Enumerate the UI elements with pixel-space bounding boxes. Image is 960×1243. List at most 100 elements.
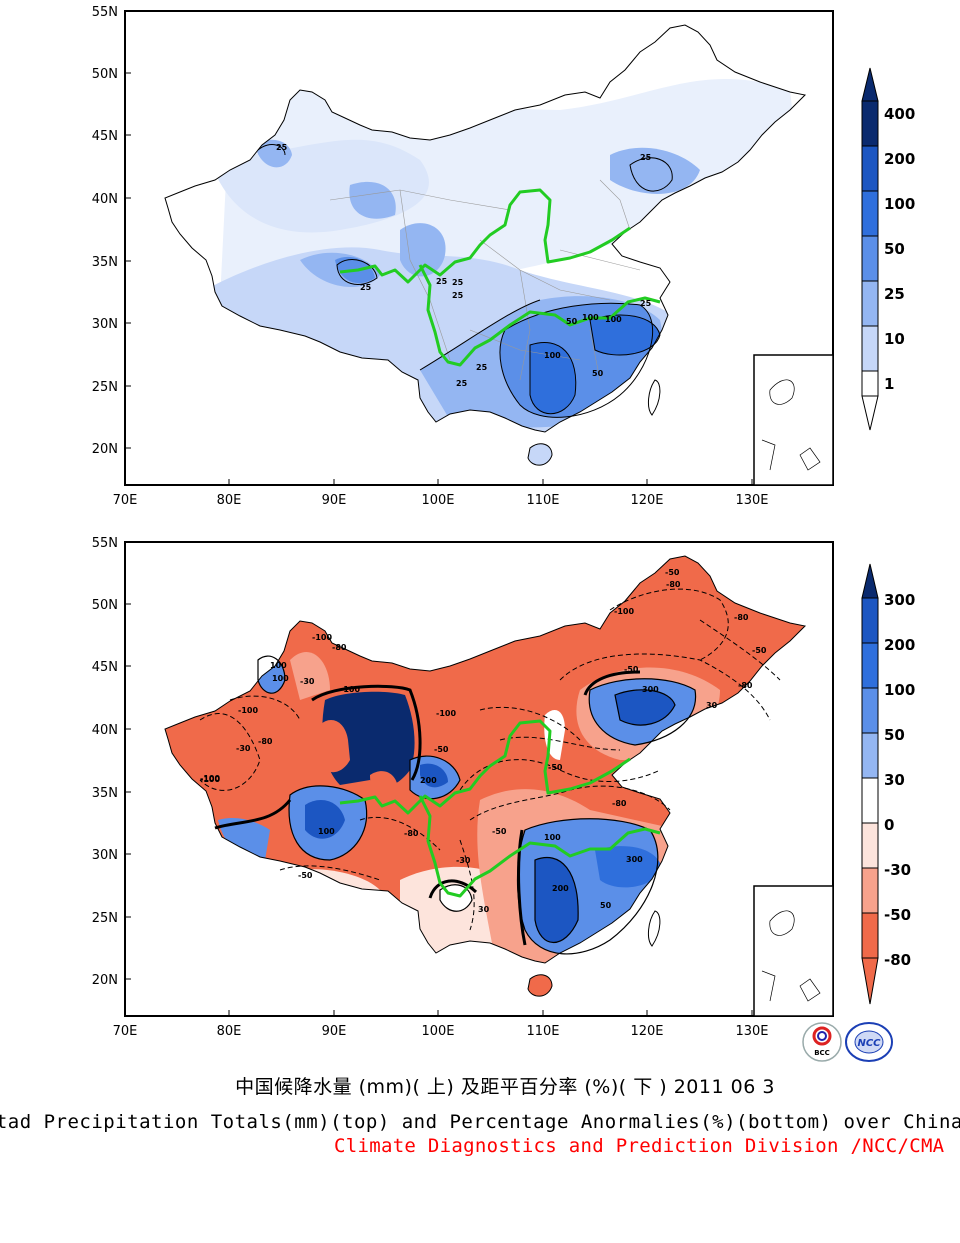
contour-label: 300: [642, 685, 659, 694]
top-colorbar-top-cap: [861, 67, 879, 102]
caption-division: Climate Diagnostics and Prediction Divis…: [334, 1135, 945, 1157]
contour-label: 25: [456, 379, 468, 388]
top-lat-labels: 55N 50N 45N 40N 35N 30N 25N 20N: [92, 5, 118, 457]
top-axis-ticks: [124, 10, 753, 485]
lon-label: 110E: [526, 1024, 559, 1039]
contour-label: 25: [452, 291, 464, 300]
lat-label: 40N: [92, 192, 118, 207]
top-colorbar-swatch: [861, 280, 879, 327]
lat-label: 40N: [92, 723, 118, 738]
colorbar-label: 25: [884, 285, 905, 303]
bottom-axis-ticks: [124, 541, 753, 1016]
contour-label: 100: [605, 315, 622, 324]
top-colorbar-labels: 400 200 100 50 25 10 1: [884, 105, 915, 393]
colorbar-label: 50: [884, 240, 905, 258]
contour-label: 30: [706, 701, 718, 710]
contour-label: -80: [666, 580, 681, 589]
lat-label: 55N: [92, 536, 118, 551]
top-colorbar-bottom-cap: [861, 395, 879, 431]
bottom-hainan-island: [527, 974, 553, 997]
contour-label: 25: [476, 363, 488, 372]
colorbar-label: 200: [884, 150, 915, 168]
top-inset-coast: [761, 379, 821, 471]
contour-label: 100: [544, 351, 561, 360]
top-colorbar: [861, 67, 879, 431]
lat-label: 30N: [92, 317, 118, 332]
bottom-colorbar-swatch: [861, 642, 879, 689]
contour-label: 25: [640, 153, 652, 162]
caption-chinese: 中国候降水量 (mm)( 上) 及距平百分率 (%)( 下 ) 2011 06 …: [235, 1076, 775, 1098]
colorbar-label: 300: [884, 591, 915, 609]
top-colorbar-swatch: [861, 145, 879, 192]
contour-label: 50: [592, 369, 604, 378]
contour-label: -80: [734, 613, 749, 622]
colorbar-label: 100: [884, 681, 915, 699]
lon-label: 90E: [322, 1024, 347, 1039]
top-colorbar-swatch: [861, 325, 879, 372]
lat-label: 25N: [92, 380, 118, 395]
top-colorbar-swatch: [861, 190, 879, 237]
contour-label: -80: [332, 643, 347, 652]
contour-label: 100: [272, 674, 289, 683]
lon-label: 130E: [735, 1024, 768, 1039]
colorbar-label: 100: [884, 195, 915, 213]
contour-label: -100: [238, 706, 258, 715]
bottom-colorbar-swatch: [861, 732, 879, 779]
ncc-logo: NCC: [845, 1022, 893, 1062]
lon-label: 80E: [217, 1024, 242, 1039]
bottom-map: -100 -80 -50 -80 -100 -50 -80 -100 -100 …: [92, 536, 916, 1039]
bottom-contour-labels: -100 -80 -50 -80 -100 -50 -80 -100 -100 …: [200, 568, 767, 914]
contour-label: 25: [452, 278, 464, 287]
top-colorbar-swatch: [861, 100, 879, 147]
bcc-logo: BCC: [802, 1022, 842, 1062]
top-colorbar-swatch: [861, 370, 879, 397]
colorbar-label: 400: [884, 105, 915, 123]
lat-label: 45N: [92, 129, 118, 144]
colorbar-label: 200: [884, 636, 915, 654]
contour-label: -30: [300, 677, 315, 686]
contour-label: -50: [752, 646, 767, 655]
lat-label: 55N: [92, 5, 118, 20]
bottom-colorbar-swatch: [861, 597, 879, 644]
contour-label: -30: [456, 856, 471, 865]
lon-label: 120E: [630, 493, 663, 508]
top-colorbar-swatch: [861, 235, 879, 282]
bottom-colorbar-swatch: [861, 822, 879, 869]
lat-label: 50N: [92, 67, 118, 82]
bottom-south-sea-inset: [753, 885, 834, 1017]
lat-label: 25N: [92, 911, 118, 926]
contour-label: 300: [626, 855, 643, 864]
top-map: 25 25 25 25 25 25 25 25 50 50 100 100 10…: [92, 5, 916, 508]
contour-label: 100: [270, 661, 287, 670]
bottom-colorbar-swatch: [861, 687, 879, 734]
contour-label: 100: [318, 827, 335, 836]
bottom-colorbar-swatch: [861, 777, 879, 824]
bottom-colorbar-labels: 300 200 100 50 30 0 -30 -50 -80: [884, 591, 915, 969]
bottom-china-outline: [164, 555, 807, 964]
contour-label: -80: [258, 737, 273, 746]
bottom-colorbar-bottom-cap: [861, 957, 879, 1005]
contour-label: -50: [492, 827, 507, 836]
lat-label: 50N: [92, 598, 118, 613]
contour-label: 30: [478, 905, 490, 914]
lon-label: 70E: [113, 493, 138, 508]
colorbar-label: 0: [884, 816, 894, 834]
contour-label: -50: [624, 665, 639, 674]
top-rivers: [339, 188, 661, 367]
contour-label: 50: [566, 317, 578, 326]
ncc-logo-text: NCC: [857, 1038, 881, 1049]
bottom-lat-labels: 55N 50N 45N 40N 35N 30N 25N 20N: [92, 536, 118, 988]
bottom-colorbar-swatch: [861, 867, 879, 914]
contour-label: 50: [600, 901, 612, 910]
bottom-colorbar: [861, 563, 879, 1005]
bottom-colorbar-top-cap: [861, 563, 879, 599]
contour-label: -100: [200, 774, 220, 783]
lon-label: 100E: [421, 1024, 454, 1039]
contour-label: -50: [434, 745, 449, 754]
lat-label: 20N: [92, 442, 118, 457]
bottom-lon-labels: 70E 80E 90E 100E 110E 120E 130E: [113, 1024, 769, 1039]
colorbar-label: 10: [884, 330, 905, 348]
colorbar-label: 1: [884, 375, 894, 393]
bottom-zero-contours: [214, 670, 641, 946]
